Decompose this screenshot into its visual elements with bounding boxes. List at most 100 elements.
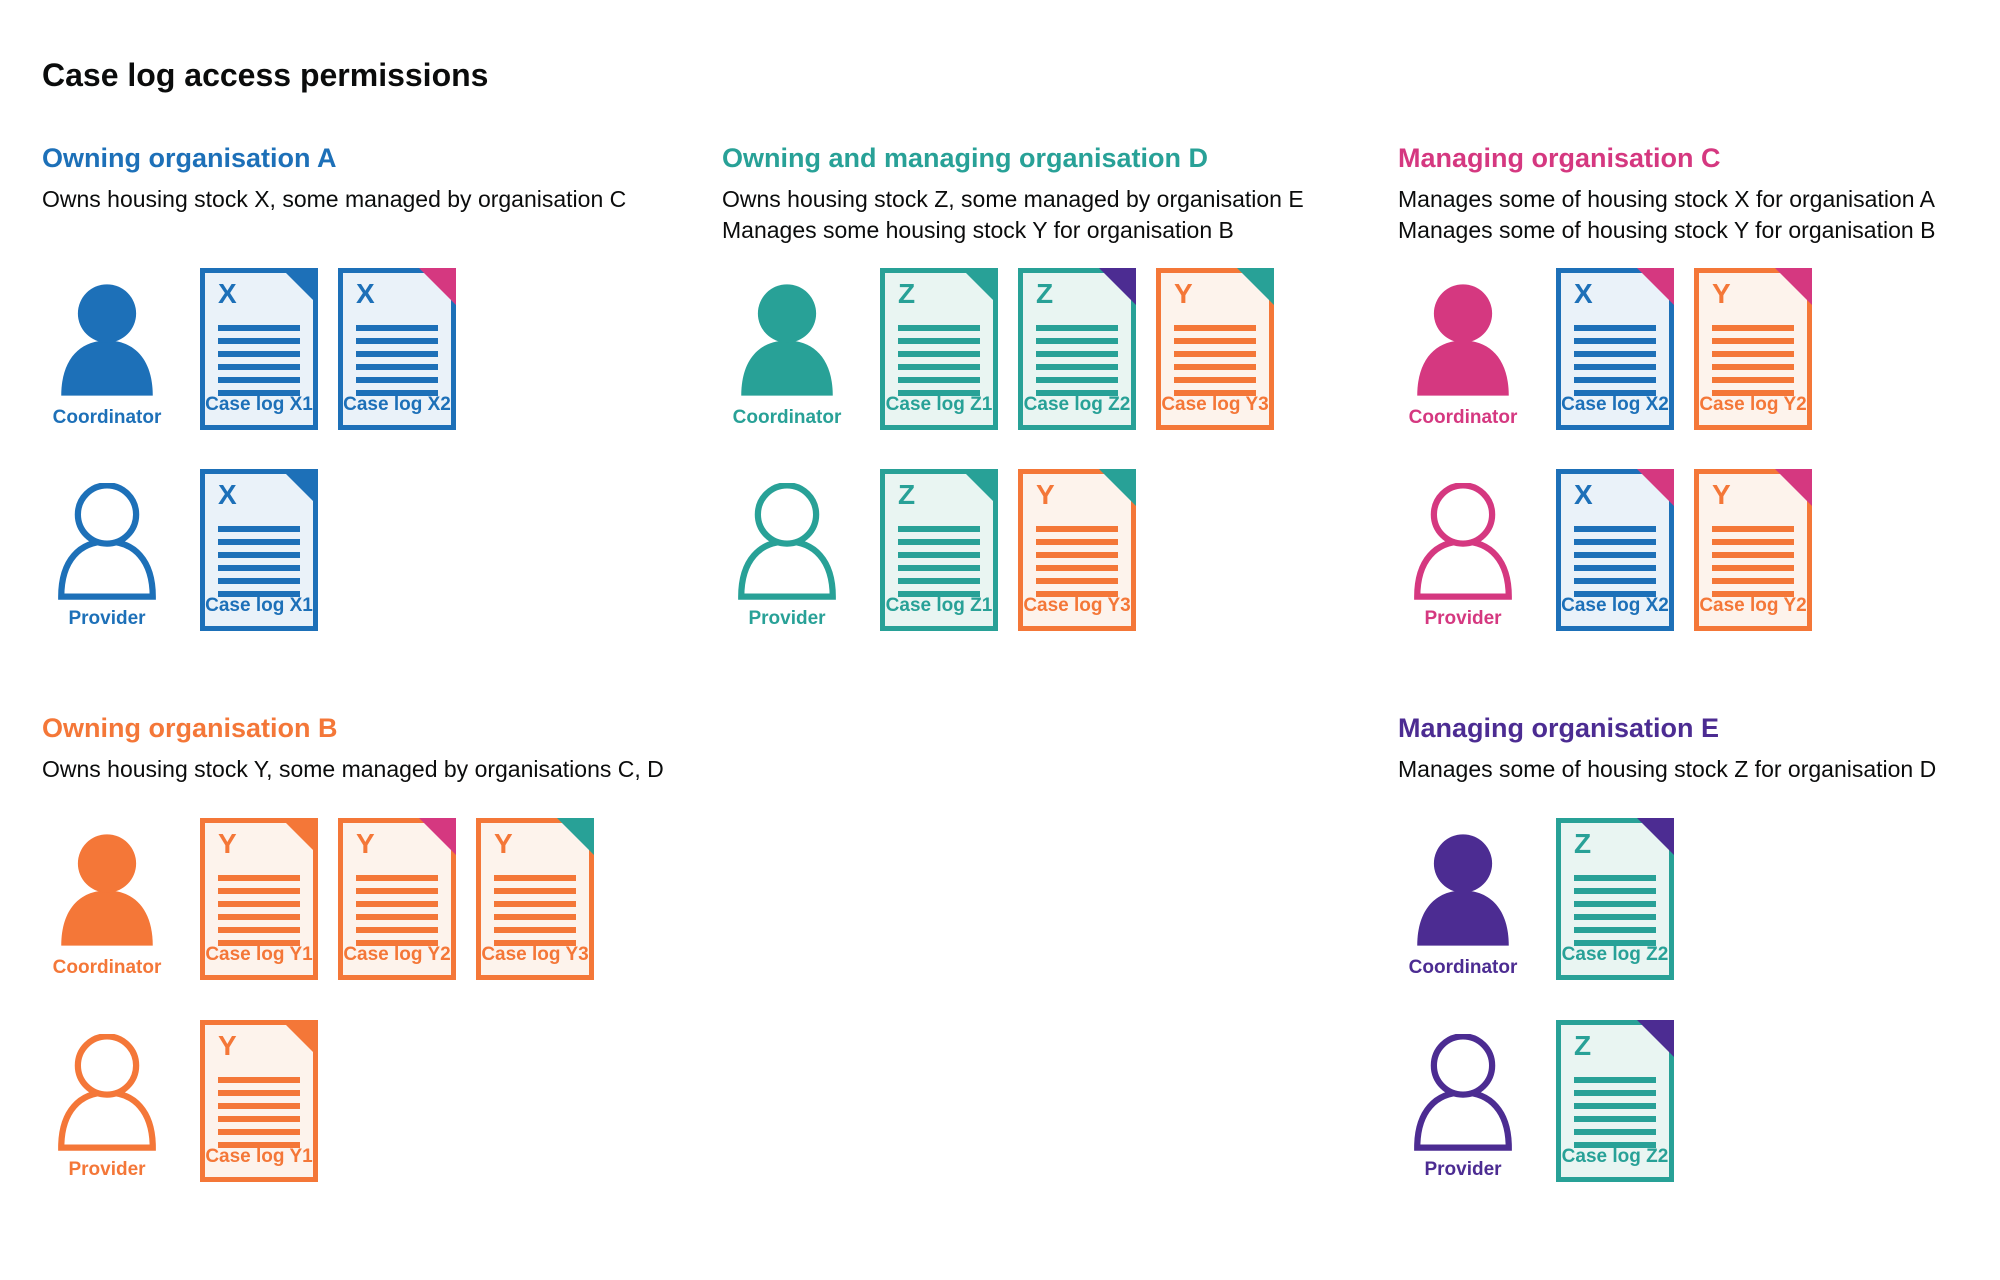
provider-row: Provider Z Case log Z1 Y Case log Y3 <box>722 469 1136 631</box>
document-letter: Y <box>218 1030 237 1061</box>
folded-corner-icon <box>419 818 456 855</box>
document-text-lines-icon <box>898 526 980 597</box>
coordinator-person: Coordinator <box>42 832 200 979</box>
section-heading: Managing organisation C <box>1398 143 1721 173</box>
document-label: Case log Z2 <box>1561 944 1669 965</box>
document-letter: X <box>218 479 237 510</box>
provider-row: Provider X Case log X1 <box>42 469 318 631</box>
section-heading: Owning and managing organisation D <box>722 143 1209 173</box>
folded-corner-icon <box>557 818 594 855</box>
section-owning-organisation-a: Owning organisation A Owns housing stock… <box>42 142 702 631</box>
document-label: Case log Y2 <box>343 944 451 965</box>
section-owning-and-managing-organisation-d: Owning and managing organisation D Owns … <box>722 142 1382 631</box>
document-letter: Y <box>356 828 375 859</box>
document-group: Y Case log Y1 Y Case log Y2 Y Case log Y… <box>200 818 594 980</box>
document-label: Case log X1 <box>205 394 313 415</box>
document-group: Z Case log Z1 Y Case log Y3 <box>880 469 1136 631</box>
folded-corner-icon <box>1637 818 1674 855</box>
folded-corner-icon <box>281 268 318 305</box>
document-text-lines-icon <box>1036 325 1118 396</box>
document-letter: X <box>1574 479 1593 510</box>
document-text-lines-icon <box>218 526 300 597</box>
document-letter: Z <box>1574 1030 1592 1061</box>
coordinator-row: Coordinator Z Case log Z2 <box>1398 818 1674 980</box>
document-letter: Y <box>1712 479 1731 510</box>
document-text-lines-icon <box>356 325 438 396</box>
role-label: Provider <box>1424 1159 1502 1180</box>
document-group: Z Case log Z2 <box>1556 818 1674 980</box>
case-log-document: Z Case log Z2 <box>1556 1020 1674 1182</box>
role-label: Coordinator <box>732 407 842 428</box>
document-label: Case log Y2 <box>1699 394 1807 415</box>
person-outline-icon <box>1414 1034 1512 1151</box>
folded-corner-icon <box>961 268 998 305</box>
document-letter: X <box>356 278 375 309</box>
provider-person: Provider <box>42 483 200 630</box>
document-text-lines-icon <box>1174 325 1256 396</box>
document-text-lines-icon <box>218 875 300 946</box>
folded-corner-icon <box>1099 469 1136 506</box>
document-label: Case log Z1 <box>885 595 993 616</box>
coordinator-row: Coordinator Y Case log Y1 Y Case log Y2 … <box>42 818 594 980</box>
document-label: Case log Y3 <box>481 944 589 965</box>
folded-corner-icon <box>1637 469 1674 506</box>
provider-person: Provider <box>1398 483 1556 630</box>
case-log-document: Y Case log Y2 <box>1694 268 1812 430</box>
document-text-lines-icon <box>1574 875 1656 946</box>
document-text-lines-icon <box>494 875 576 946</box>
role-label: Provider <box>68 608 146 629</box>
section-heading: Managing organisation E <box>1398 713 1720 743</box>
person-outline-icon <box>58 1034 156 1151</box>
section-description: Owns housing stock X, some managed by or… <box>42 186 627 212</box>
document-label: Case log Z2 <box>1023 394 1131 415</box>
document-label: Case log X2 <box>1561 595 1669 616</box>
document-group: X Case log X2 Y Case log Y2 <box>1556 469 1812 631</box>
document-letter: Z <box>898 479 916 510</box>
folded-corner-icon <box>1775 268 1812 305</box>
provider-person: Provider <box>42 1034 200 1181</box>
section-managing-organisation-c: Managing organisation C Manages some of … <box>1398 142 1998 631</box>
case-log-document: Z Case log Z2 <box>1556 818 1674 980</box>
description-line: Manages some of housing stock Y for orga… <box>1398 217 1936 243</box>
document-text-lines-icon <box>1574 526 1656 597</box>
document-letter: Z <box>1574 828 1592 859</box>
folded-corner-icon <box>419 268 456 305</box>
document-text-lines-icon <box>898 325 980 396</box>
role-label: Coordinator <box>1408 407 1518 428</box>
role-label: Coordinator <box>1408 957 1518 978</box>
case-log-document: X Case log X2 <box>1556 268 1674 430</box>
person-filled-icon <box>1417 284 1509 396</box>
folded-corner-icon <box>1637 1020 1674 1057</box>
document-group: X Case log X1 X Case log X2 <box>200 268 456 430</box>
document-group: X Case log X1 <box>200 469 318 631</box>
folded-corner-icon <box>961 469 998 506</box>
case-log-document: Y Case log Y2 <box>1694 469 1812 631</box>
provider-person: Provider <box>1398 1034 1556 1181</box>
case-log-document: Y Case log Y1 <box>200 818 318 980</box>
case-log-document: Y Case log Y1 <box>200 1020 318 1182</box>
document-label: Case log Y1 <box>205 1146 313 1167</box>
case-log-document: Y Case log Y3 <box>1018 469 1136 631</box>
document-letter: Y <box>1712 278 1731 309</box>
provider-row: Provider Z Case log Z2 <box>1398 1020 1674 1182</box>
document-text-lines-icon <box>1712 325 1794 396</box>
coordinator-person: Coordinator <box>1398 832 1556 979</box>
person-filled-icon <box>61 834 153 946</box>
case-log-document: X Case log X1 <box>200 469 318 631</box>
section-heading: Owning organisation B <box>42 713 338 743</box>
provider-person: Provider <box>722 483 880 630</box>
section-description: Manages some of housing stock X for orga… <box>1398 184 1998 246</box>
document-letter: X <box>1574 278 1593 309</box>
coordinator-person: Coordinator <box>722 282 880 429</box>
document-letter: Z <box>1036 278 1054 309</box>
document-letter: Y <box>494 828 513 859</box>
coordinator-person: Coordinator <box>42 282 200 429</box>
case-log-document: X Case log X2 <box>338 268 456 430</box>
document-text-lines-icon <box>356 875 438 946</box>
document-group: X Case log X2 Y Case log Y2 <box>1556 268 1812 430</box>
case-log-document: Y Case log Y3 <box>476 818 594 980</box>
document-text-lines-icon <box>1036 526 1118 597</box>
document-label: Case log Y2 <box>1699 595 1807 616</box>
section-heading: Owning organisation A <box>42 143 337 173</box>
